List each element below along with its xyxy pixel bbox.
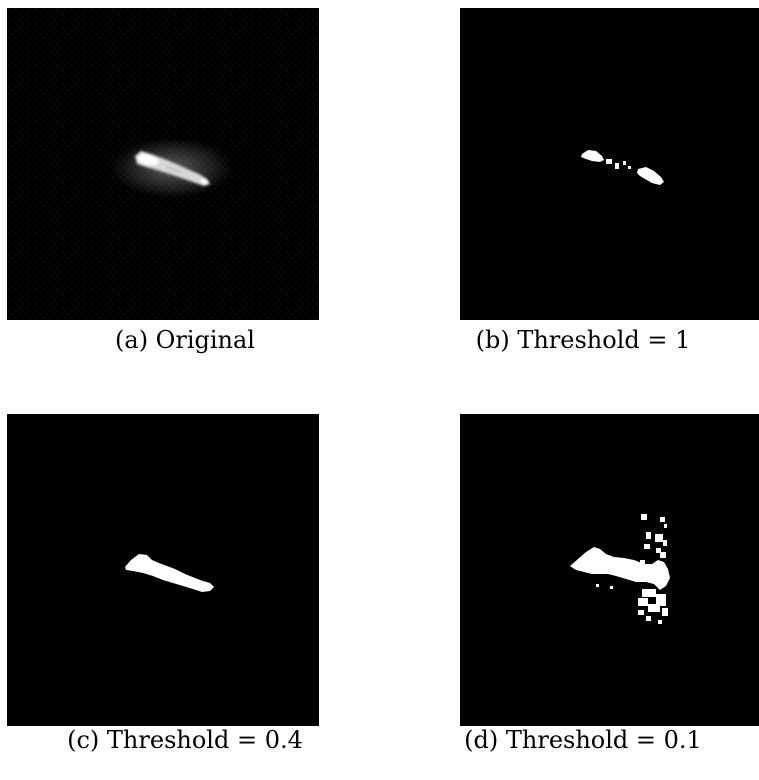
caption-threshold-0-1: (d) Threshold = 0.1	[464, 726, 702, 754]
mask-regions	[570, 514, 670, 624]
threshold-0-1-mask	[460, 414, 759, 726]
threshold-1-mask	[460, 8, 759, 320]
panel-threshold-1: (b) Threshold = 1	[398, 0, 759, 380]
original-image	[7, 8, 319, 320]
panel-threshold-0-1: (d) Threshold = 0.1	[398, 400, 759, 780]
caption-threshold-1: (b) Threshold = 1	[475, 326, 691, 354]
threshold-0-4-mask	[7, 414, 319, 726]
caption-original: (a) Original	[115, 326, 255, 354]
mask-regions	[581, 150, 664, 185]
mask-regions	[125, 554, 214, 592]
object-blob	[135, 151, 210, 186]
panel-threshold-0-4: (c) Threshold = 0.4	[0, 400, 370, 780]
panel-original: (a) Original	[0, 0, 370, 380]
caption-threshold-0-4: (c) Threshold = 0.4	[67, 726, 303, 754]
